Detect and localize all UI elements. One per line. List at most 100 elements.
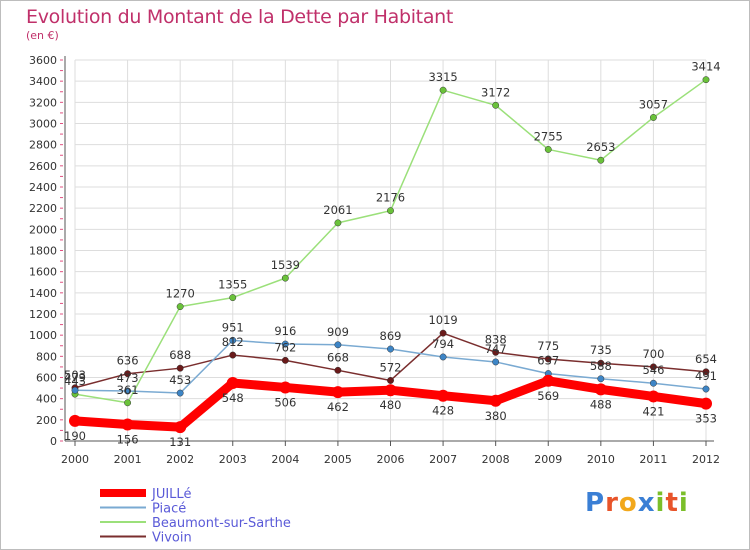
data-label: 488 [590, 397, 612, 411]
data-label: 479 [64, 370, 86, 384]
x-tick-label: 2008 [482, 453, 510, 466]
chart-title: Evolution du Montant de la Dette par Hab… [26, 6, 454, 28]
data-point [439, 353, 447, 361]
data-point [597, 375, 605, 383]
data-label: 443 [64, 374, 86, 388]
series-lines [69, 76, 712, 434]
data-label: 462 [327, 400, 349, 414]
x-tick-label: 2010 [587, 453, 615, 466]
logo-letter: t [665, 488, 679, 518]
x-tick-label: 2003 [219, 453, 247, 466]
data-label: 548 [222, 391, 244, 405]
data-label: 1019 [428, 313, 457, 327]
logo-letter: r [605, 488, 619, 518]
data-point [439, 86, 447, 94]
data-point [597, 156, 605, 164]
data-point [69, 414, 81, 427]
logo-letter: i [678, 488, 689, 518]
x-tick-label: 2011 [639, 453, 667, 466]
data-point [702, 385, 710, 393]
data-label: 353 [695, 412, 717, 426]
data-point [384, 384, 397, 397]
data-label: 2061 [323, 203, 352, 217]
legend-label: Beaumont-sur-Sarthe [152, 516, 291, 531]
data-point [176, 303, 184, 311]
data-label: 869 [380, 329, 402, 343]
data-label: 572 [380, 360, 402, 374]
data-label: 428 [432, 404, 454, 418]
data-point [281, 274, 289, 282]
y-tick-label: 200 [36, 414, 57, 427]
data-label: 1355 [218, 278, 247, 292]
data-label: 3315 [428, 70, 457, 84]
x-tick-label: 2012 [692, 453, 720, 466]
x-tick-label: 2001 [114, 453, 142, 466]
data-label: 421 [642, 404, 664, 418]
data-label: 131 [169, 435, 191, 449]
legend-label: Vivoin [152, 531, 192, 546]
data-point [71, 386, 79, 394]
y-tick-label: 1000 [29, 329, 57, 342]
y-tick-label: 1600 [29, 266, 57, 279]
data-point [647, 390, 660, 403]
x-tick-label: 2000 [61, 453, 89, 466]
data-label: 473 [117, 371, 139, 385]
data-point [489, 394, 502, 407]
data-point [387, 377, 394, 384]
data-label: 794 [432, 337, 454, 351]
data-point [229, 336, 237, 344]
data-label: 688 [169, 348, 191, 362]
logo-letter: P [585, 488, 606, 518]
data-point [124, 399, 132, 407]
data-label: 480 [380, 398, 402, 412]
data-label: 453 [169, 373, 191, 387]
logo-letter: i [655, 488, 666, 518]
data-label: 951 [222, 320, 244, 334]
data-point [124, 387, 132, 395]
data-point [439, 329, 447, 337]
data-label: 636 [117, 354, 139, 368]
data-point [124, 370, 132, 378]
y-tick-label: 2800 [29, 139, 57, 152]
data-label: 735 [590, 343, 612, 357]
data-point [121, 418, 134, 431]
data-point [649, 379, 657, 387]
logo-letter: o [618, 488, 638, 518]
x-tick-label: 2006 [377, 453, 405, 466]
data-point [281, 356, 289, 364]
data-point [387, 207, 394, 215]
y-tick-label: 400 [36, 393, 57, 406]
data-point [597, 359, 605, 367]
y-tick-label: 1400 [29, 287, 57, 300]
data-label: 775 [537, 339, 559, 353]
data-point [594, 383, 607, 396]
data-point [334, 219, 342, 227]
data-point [334, 366, 342, 374]
data-point [544, 145, 552, 153]
y-tick-label: 1800 [29, 245, 57, 258]
y-tick-label: 2400 [29, 181, 57, 194]
data-point [649, 114, 657, 121]
x-tick-label: 2007 [429, 453, 457, 466]
y-tick-label: 3000 [29, 118, 57, 131]
data-point [176, 364, 184, 372]
legend-label: Piacé [152, 502, 186, 517]
data-label: 2755 [534, 129, 563, 143]
y-tick-label: 800 [36, 350, 57, 363]
y-tick-label: 1200 [29, 308, 57, 321]
data-label: 654 [695, 352, 717, 366]
data-point [492, 348, 500, 356]
proxiti-logo: Proxiti [585, 488, 689, 518]
y-tick-label: 2200 [29, 202, 57, 215]
data-label: 909 [327, 325, 349, 339]
x-tick-label: 2005 [324, 453, 352, 466]
data-label: 190 [64, 429, 86, 443]
data-label: 637 [537, 354, 559, 368]
y-tick-label: 0 [50, 435, 57, 448]
y-tick-label: 2000 [29, 223, 57, 236]
data-label: 3172 [481, 85, 510, 99]
axes: 0 200 400 600 800 1000 1200 1400 1600 1800 2000 220… [29, 54, 720, 466]
data-labels: 503 636 688 812 762 668 572 1019 838 775 735 700 654… [64, 60, 721, 449]
